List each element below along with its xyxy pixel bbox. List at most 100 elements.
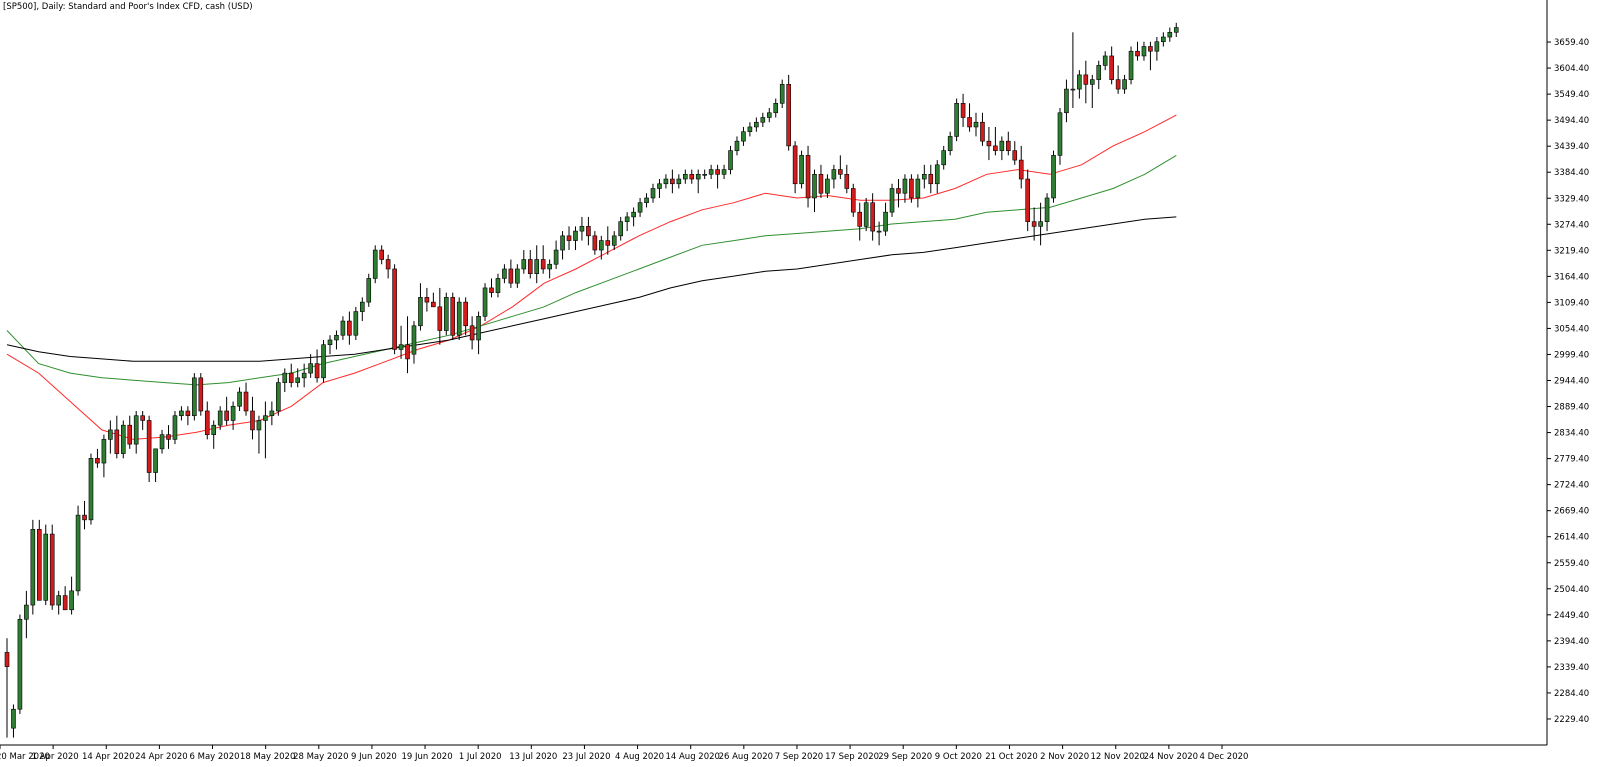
y-tick-label: 3274.40 [1554, 220, 1589, 230]
candle-body [198, 377, 204, 412]
candle-body [204, 410, 210, 435]
candle-body [670, 178, 675, 185]
candle-body [424, 297, 430, 303]
candle [870, 193, 875, 241]
candle [95, 448, 100, 468]
candle-body [1064, 88, 1069, 114]
candle [314, 349, 320, 383]
candle-body [631, 211, 636, 218]
candle-body [327, 339, 333, 346]
candle-body [133, 415, 139, 445]
x-tick-label: 13 Jul 2020 [509, 752, 557, 762]
candle-body [708, 169, 714, 175]
candle-body [495, 278, 501, 293]
candle-body [728, 150, 733, 170]
candle [1109, 46, 1114, 85]
candle [786, 74, 791, 151]
candle [592, 231, 598, 255]
candle-body [398, 344, 404, 350]
candle-body [779, 84, 785, 104]
x-tick-label: 1 Apr 2020 [32, 752, 79, 762]
y-tick-label: 2394.40 [1554, 637, 1589, 647]
candle-body [172, 415, 178, 440]
y-tick-label: 3164.40 [1554, 272, 1589, 282]
candle-body [560, 235, 565, 251]
candle-body [618, 221, 624, 237]
candle [198, 373, 204, 416]
candle [308, 354, 313, 378]
candle [657, 179, 662, 198]
candle-body [301, 372, 307, 379]
candle [1025, 169, 1030, 232]
x-tick-label: 17 Sep 2020 [825, 752, 879, 762]
candle-body [1051, 155, 1056, 199]
x-tick-label: 21 Oct 2020 [985, 752, 1038, 762]
candle-body [547, 263, 552, 270]
candle-body [269, 410, 275, 417]
x-tick-label: 2 Nov 2020 [1040, 752, 1089, 762]
candle [980, 112, 985, 146]
candle [702, 169, 707, 180]
candle [1018, 145, 1024, 189]
candle-body [230, 405, 236, 421]
x-tick-label: 6 May 2020 [190, 752, 240, 762]
candle-body [534, 259, 540, 275]
candle [605, 226, 611, 255]
candle-body [1025, 178, 1030, 222]
candle-body [1057, 112, 1063, 156]
candle [766, 108, 772, 123]
candle [424, 287, 430, 312]
candle-body [941, 150, 947, 166]
candle [553, 240, 559, 269]
candle [398, 325, 404, 359]
candle [573, 226, 578, 251]
y-tick-label: 2559.40 [1554, 559, 1589, 569]
x-tick-label: 1 Jul 2020 [459, 752, 502, 762]
candle [372, 245, 378, 284]
candle [876, 221, 882, 246]
candle [159, 429, 165, 454]
candle-body [463, 301, 468, 327]
candle [17, 614, 23, 714]
candle [62, 586, 68, 611]
candle [43, 524, 49, 606]
candle-body [611, 235, 617, 246]
candle [973, 112, 979, 137]
candle [799, 150, 804, 189]
candle [179, 406, 184, 421]
candle-body [1115, 79, 1121, 90]
candle-body [954, 102, 959, 137]
candle-body [1154, 41, 1160, 52]
candle [114, 415, 120, 459]
candle [321, 339, 326, 383]
candle [172, 410, 178, 445]
candle [850, 183, 856, 217]
candle [108, 420, 113, 454]
candle [437, 287, 443, 345]
x-tick-label: 7 Sep 2020 [775, 752, 823, 762]
x-tick-label: 24 Nov 2020 [1144, 752, 1198, 762]
y-tick-label: 3384.40 [1554, 168, 1589, 178]
candle-body [282, 372, 288, 383]
candle [256, 415, 262, 454]
candle-body [934, 164, 940, 185]
candle [1173, 22, 1179, 38]
candle-body [11, 708, 16, 729]
x-tick-label: 28 May 2020 [293, 752, 348, 762]
candle [883, 202, 888, 236]
candle [1038, 202, 1043, 246]
candle-body [443, 297, 449, 331]
x-tick-label: 20 Mar 2020 [0, 752, 50, 762]
candle [489, 278, 494, 298]
candle-body [295, 377, 301, 383]
candle-body [1173, 27, 1179, 33]
candle-body [883, 211, 888, 232]
candle-body [870, 202, 875, 232]
candle [896, 179, 901, 208]
candle [1064, 79, 1069, 123]
candle [728, 145, 733, 175]
candle-body [392, 268, 397, 350]
candle-body [1083, 74, 1089, 85]
candle [469, 316, 475, 350]
